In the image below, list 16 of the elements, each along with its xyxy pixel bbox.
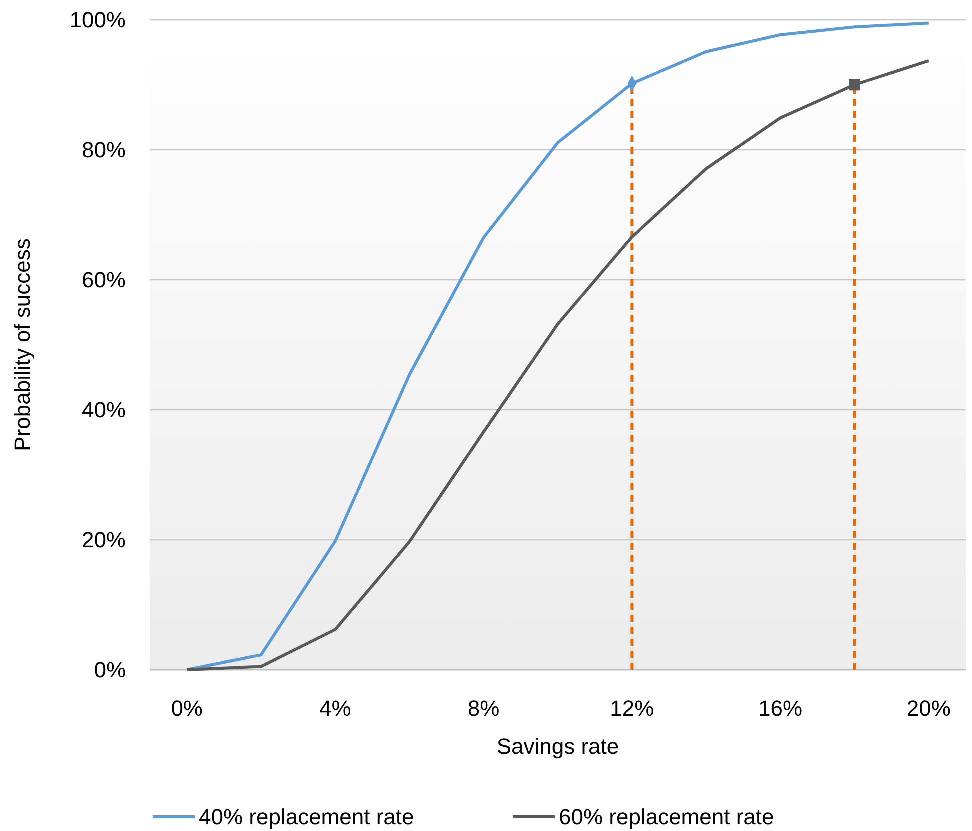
legend-label: 40% replacement rate (199, 804, 414, 830)
x-tick-label: 0% (171, 696, 203, 721)
x-tick-label: 4% (320, 696, 352, 721)
y-tick-label: 100% (70, 8, 126, 33)
legend-label: 60% replacement rate (559, 804, 774, 830)
y-tick-label: 80% (82, 138, 126, 163)
y-axis-title: Probability of success (10, 238, 35, 452)
x-tick-label: 12% (610, 696, 654, 721)
y-tick-label: 40% (82, 398, 126, 423)
y-tick-label: 60% (82, 268, 126, 293)
x-tick-label: 20% (906, 696, 951, 721)
y-tick-label: 20% (82, 528, 126, 553)
x-tick-label: 16% (758, 696, 803, 721)
y-tick-label: 0% (94, 658, 126, 683)
x-axis-title: Savings rate (496, 734, 620, 759)
x-tick-label: 8% (468, 696, 500, 721)
